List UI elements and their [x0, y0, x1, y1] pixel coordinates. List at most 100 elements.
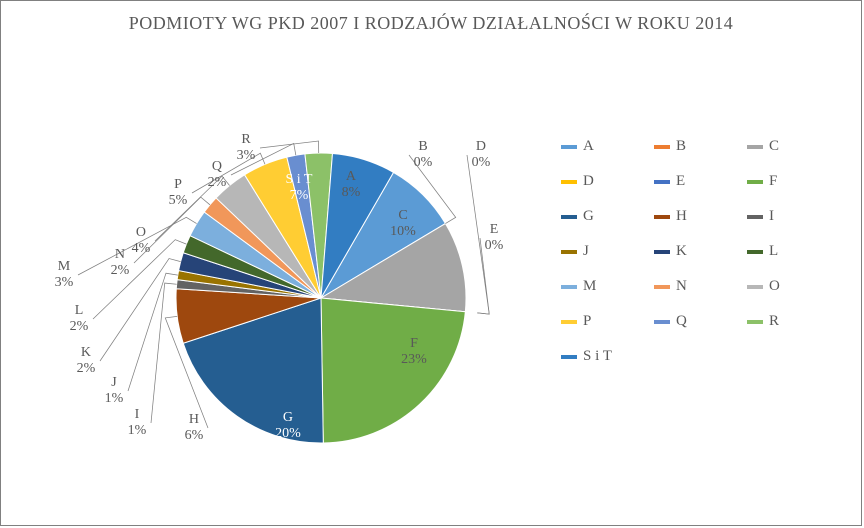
legend-label: J [583, 243, 589, 260]
slice-label-G: G20% [275, 410, 301, 442]
legend-label: C [769, 138, 779, 155]
legend-swatch [654, 215, 670, 219]
slice-label-pct: 6% [185, 428, 204, 444]
slice-label-name: D [472, 139, 491, 155]
slice-label-pct: 2% [208, 175, 227, 191]
legend-swatch [561, 145, 577, 149]
legend-label: D [583, 173, 594, 190]
slice-label-pct: 2% [111, 263, 130, 279]
slice-label-name: H [185, 412, 204, 428]
slice-label-P: P5% [169, 177, 188, 209]
slice-label-name: E [485, 222, 504, 238]
slice-label-pct: 5% [169, 193, 188, 209]
legend-item-G: G [561, 208, 654, 225]
slice-label-name: G [275, 410, 301, 426]
legend-label: E [676, 173, 685, 190]
slice-label-pct: 2% [70, 319, 89, 335]
legend-label: Q [676, 313, 687, 330]
legend-label: S i T [583, 348, 612, 365]
legend-swatch [654, 320, 670, 324]
legend-item-Q: Q [654, 313, 747, 330]
chart-container: PODMIOTY WG PKD 2007 I RODZAJÓW DZIAŁALN… [0, 0, 862, 526]
slice-label-pct: 8% [342, 185, 361, 201]
legend-swatch [654, 180, 670, 184]
legend-swatch [654, 250, 670, 254]
legend: A B C D E F GH I J K L M N O P Q R S i T [561, 138, 841, 365]
legend-item-H: H [654, 208, 747, 225]
legend-label: N [676, 278, 687, 295]
slice-label-name: A [342, 169, 361, 185]
slice-label-name: N [111, 247, 130, 263]
legend-item-P: P [561, 313, 654, 330]
slice-label-name: I [128, 407, 147, 423]
legend-swatch [747, 320, 763, 324]
slice-label-pct: 3% [237, 148, 256, 164]
legend-swatch [747, 250, 763, 254]
slice-label-name: J [105, 375, 124, 391]
slice-label-pct: 0% [472, 155, 491, 171]
legend-label: A [583, 138, 594, 155]
legend-label: M [583, 278, 596, 295]
legend-item-M: M [561, 278, 654, 295]
pie-svg [1, 38, 561, 528]
legend-label: R [769, 313, 779, 330]
legend-swatch [561, 320, 577, 324]
legend-swatch [654, 285, 670, 289]
legend-item-J: J [561, 243, 654, 260]
leader-line [151, 283, 177, 423]
pie-area: A8%B0%C10%D0%E0%F23%G20%H6%I1%J1%K2%L2%M… [1, 38, 561, 522]
legend-item-I: I [747, 208, 840, 225]
slice-label-pct: 0% [485, 238, 504, 254]
legend-label: I [769, 208, 774, 225]
slice-label-name: S i T [286, 172, 313, 188]
slice-label-D: D0% [472, 139, 491, 171]
legend-swatch [561, 215, 577, 219]
legend-label: F [769, 173, 777, 190]
slice-label-name: P [169, 177, 188, 193]
slice-label-name: O [132, 225, 151, 241]
slice-label-A: A8% [342, 169, 361, 201]
chart-title: PODMIOTY WG PKD 2007 I RODZAJÓW DZIAŁALN… [1, 1, 861, 38]
slice-label-pct: 0% [414, 155, 433, 171]
legend-label: B [676, 138, 686, 155]
slice-label-M: M3% [55, 259, 74, 291]
legend-label: K [676, 243, 687, 260]
slice-label-R: R3% [237, 132, 256, 164]
legend-label: P [583, 313, 591, 330]
legend-item-R: R [747, 313, 840, 330]
slice-label-pct: 2% [77, 361, 96, 377]
legend-item-D: D [561, 173, 654, 190]
legend-item-K: K [654, 243, 747, 260]
slice-label-pct: 10% [390, 224, 416, 240]
slice-label-Q: Q2% [208, 159, 227, 191]
legend-swatch [561, 250, 577, 254]
slice-label-O: O4% [132, 225, 151, 257]
legend-swatch [747, 145, 763, 149]
slice-label-J: J1% [105, 375, 124, 407]
legend-label: O [769, 278, 780, 295]
legend-item-N: N [654, 278, 747, 295]
legend-item-L: L [747, 243, 840, 260]
slice-label-name: C [390, 208, 416, 224]
legend-label: L [769, 243, 778, 260]
leader-line [128, 273, 178, 391]
slice-label-pct: 23% [401, 352, 427, 368]
legend-swatch [747, 285, 763, 289]
slice-label-L: L2% [70, 303, 89, 335]
slice-label-K: K2% [77, 345, 96, 377]
legend-swatch [561, 285, 577, 289]
legend-item-E: E [654, 173, 747, 190]
slice-label-name: K [77, 345, 96, 361]
slice-label-name: B [414, 139, 433, 155]
slice-label-B: B0% [414, 139, 433, 171]
slice-label-I: I1% [128, 407, 147, 439]
slice-label-F: F23% [401, 336, 427, 368]
slice-label-H: H6% [185, 412, 204, 444]
legend-item-F: F [747, 173, 840, 190]
slice-label-name: R [237, 132, 256, 148]
slice-label-pct: 1% [128, 423, 147, 439]
slice-label-pct: 1% [105, 391, 124, 407]
slice-label-pct: 4% [132, 241, 151, 257]
legend-swatch [747, 215, 763, 219]
legend-item-C: C [747, 138, 840, 155]
